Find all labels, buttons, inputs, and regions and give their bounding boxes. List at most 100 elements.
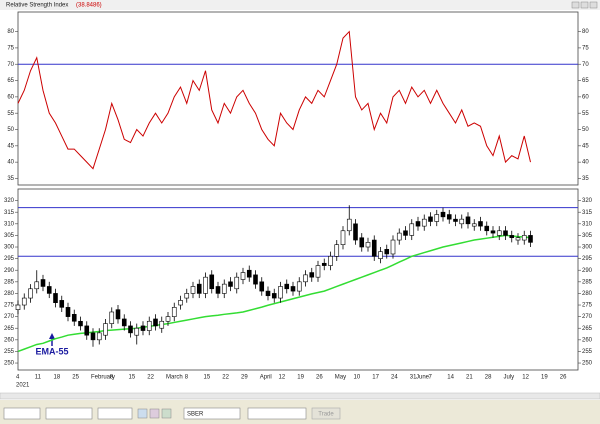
candle-body xyxy=(209,274,215,290)
rsi-line xyxy=(17,30,531,170)
candle-body xyxy=(215,286,221,294)
window-button[interactable] xyxy=(589,1,598,9)
y-tick-label: 35 xyxy=(7,176,14,182)
candle-body xyxy=(428,216,433,222)
y-tick-label: 310 xyxy=(4,221,15,227)
combo-box[interactable] xyxy=(3,407,41,420)
x-tick-label: 28 xyxy=(485,375,492,381)
y-tick-label-right: 60 xyxy=(582,94,589,100)
year-label: 2021 xyxy=(16,383,30,389)
x-tick-label: 21 xyxy=(466,375,473,381)
candle-body xyxy=(196,283,202,294)
candle-body xyxy=(121,318,127,327)
candle-body xyxy=(521,235,527,241)
window-button[interactable] xyxy=(571,1,580,9)
candle-body xyxy=(528,235,533,243)
y-tick-label-right: 265 xyxy=(582,326,593,332)
y-tick-label-right: 45 xyxy=(582,143,589,149)
window-button[interactable] xyxy=(580,1,589,9)
candle-body xyxy=(146,320,152,331)
x-tick-label: 15 xyxy=(204,375,211,381)
tool-icon[interactable] xyxy=(137,408,148,419)
y-tick-label-right: 295 xyxy=(582,256,593,262)
y-tick-label-right: 260 xyxy=(582,337,593,343)
y-tick-label: 50 xyxy=(7,127,14,133)
y-tick-label: 70 xyxy=(7,62,14,68)
x-tick-label: February xyxy=(91,375,115,381)
candle-body xyxy=(365,242,371,248)
price-panel xyxy=(17,188,579,371)
y-tick-label: 275 xyxy=(4,303,15,309)
x-tick-label: 15 xyxy=(129,375,136,381)
tool-icon[interactable] xyxy=(161,408,172,419)
candle-body xyxy=(28,288,33,299)
combo-box[interactable] xyxy=(97,407,133,420)
candle-body xyxy=(328,255,333,266)
y-tick-label: 45 xyxy=(7,143,14,149)
candle-body xyxy=(440,211,446,218)
candle-body xyxy=(59,300,65,308)
x-tick-label: 8 xyxy=(185,375,189,381)
x-tick-label: April xyxy=(260,375,272,381)
x-tick-label: 17 xyxy=(372,375,379,381)
candle-body xyxy=(421,218,427,227)
candle-body xyxy=(284,283,290,290)
candle-body xyxy=(190,286,196,294)
x-tick-label: 12 xyxy=(522,375,529,381)
x-tick-label: June xyxy=(416,375,430,381)
candle-body xyxy=(334,244,340,257)
y-tick-label: 75 xyxy=(7,45,14,51)
y-tick-label: 295 xyxy=(4,256,15,262)
candle-body xyxy=(240,272,246,280)
symbol: SBER xyxy=(187,412,204,418)
candle-body xyxy=(246,269,252,278)
candle-body xyxy=(15,304,21,310)
combo-box[interactable] xyxy=(45,407,93,420)
y-tick-label: 300 xyxy=(4,245,15,251)
candle-body xyxy=(259,281,265,292)
candle-body xyxy=(171,307,177,317)
candle-body xyxy=(478,221,483,227)
x-tick-label: 19 xyxy=(541,375,548,381)
y-tick-label: 80 xyxy=(7,29,14,35)
candle-body xyxy=(265,290,271,297)
y-tick-label: 265 xyxy=(4,326,15,332)
candle-body xyxy=(353,223,358,241)
candle-body xyxy=(509,235,515,239)
x-tick-label: 22 xyxy=(222,375,229,381)
trade-button[interactable] xyxy=(311,407,341,420)
y-tick-label-right: 315 xyxy=(582,210,593,216)
rsi-panel xyxy=(17,11,579,186)
x-tick-label: 18 xyxy=(54,375,61,381)
y-tick-label-right: 40 xyxy=(582,160,589,166)
y-tick-label-right: 250 xyxy=(582,361,593,367)
candle-body xyxy=(346,218,352,232)
y-tick-label: 270 xyxy=(4,314,15,320)
tool-icon[interactable] xyxy=(149,408,160,419)
x-tick-label: May xyxy=(335,375,346,381)
y-tick-label-right: 70 xyxy=(582,62,589,68)
candle-body xyxy=(165,316,171,322)
indicator-value: (38.8486) xyxy=(76,3,102,9)
candle-body xyxy=(371,239,377,257)
x-tick-label: July xyxy=(504,375,515,381)
candle-body xyxy=(471,223,477,227)
y-tick-label-right: 270 xyxy=(582,314,593,320)
candle-body xyxy=(71,314,77,322)
candle-body xyxy=(46,286,52,294)
y-tick-label-right: 65 xyxy=(582,78,589,84)
symbol-box[interactable] xyxy=(183,407,241,420)
title-strip xyxy=(0,0,600,10)
y-tick-label-right: 280 xyxy=(582,291,593,297)
candle-body xyxy=(134,327,140,336)
candle-body xyxy=(184,293,190,299)
scrollbar[interactable] xyxy=(0,392,600,400)
candle-body xyxy=(390,239,396,255)
candle-body xyxy=(484,225,490,232)
candle-body xyxy=(203,276,208,294)
candle-body xyxy=(128,325,133,334)
annotation-arrowhead xyxy=(49,333,55,339)
combo-box[interactable] xyxy=(247,407,307,420)
